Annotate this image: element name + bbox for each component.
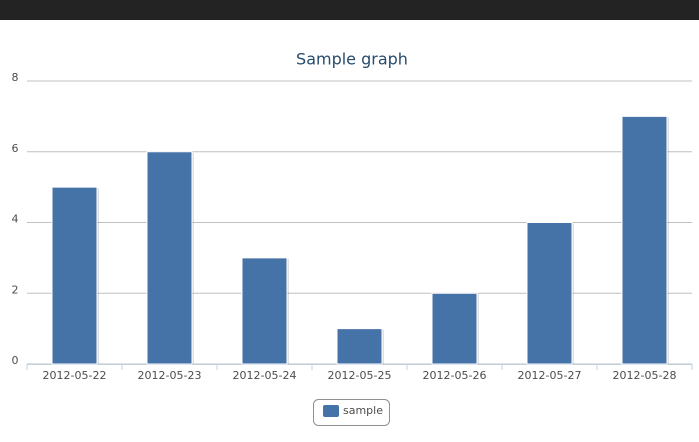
x-tick-label: 2012-05-23 (138, 369, 202, 382)
bar (526, 222, 573, 365)
x-tick-label: 2012-05-27 (518, 369, 582, 382)
y-tick-label: 4 (12, 213, 19, 226)
bar (621, 115, 668, 365)
y-tick-label: 2 (12, 283, 19, 296)
legend-swatch (323, 405, 339, 417)
bar (146, 151, 193, 365)
x-tick-label: 2012-05-28 (613, 369, 677, 382)
chart-title: Sample graph (296, 50, 408, 69)
x-tick-label: 2012-05-22 (43, 369, 107, 382)
x-tick-label: 2012-05-25 (328, 369, 392, 382)
x-tick-label: 2012-05-24 (233, 369, 297, 382)
y-tick-label: 0 (12, 354, 19, 367)
x-tick-label: 2012-05-26 (423, 369, 487, 382)
bar (51, 186, 98, 365)
legend: sample (313, 399, 390, 426)
bar (241, 257, 288, 365)
y-tick-label: 8 (12, 71, 19, 84)
top-bar (0, 0, 699, 20)
y-tick-label: 6 (12, 142, 19, 155)
bar (431, 292, 478, 365)
bar (336, 328, 383, 365)
legend-label: sample (343, 404, 383, 417)
